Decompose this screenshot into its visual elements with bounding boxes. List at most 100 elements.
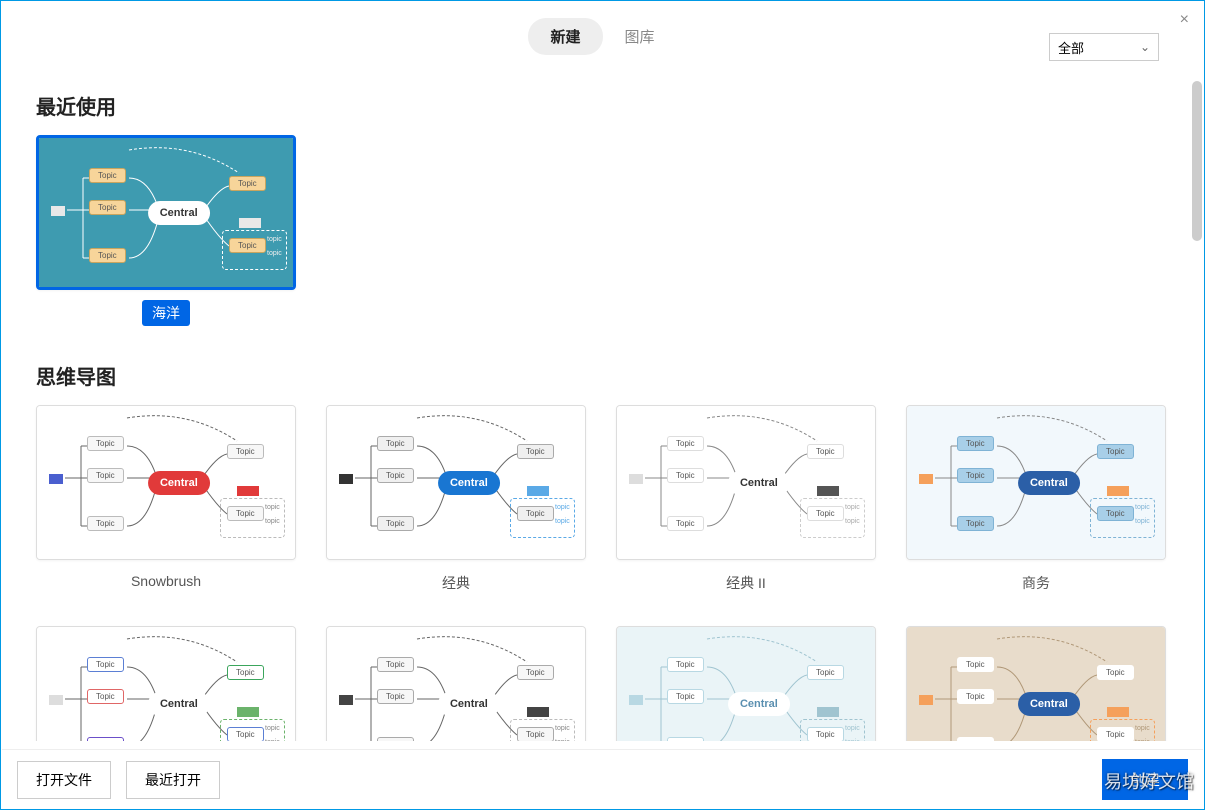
topic-node: Topic (377, 436, 414, 451)
topic-node: Topic (957, 436, 994, 451)
subtopic: topic (845, 739, 860, 741)
topic-node: Topic (667, 737, 704, 741)
topic-node: Topic (89, 200, 126, 215)
topic-node: Topic (227, 444, 264, 459)
template-card[interactable]: Central TopicTopicTopicTopicTopic topic … (906, 405, 1166, 560)
tab-library[interactable]: 图库 (603, 18, 677, 55)
central-node: Central (728, 471, 790, 495)
tabs: 新建 图库 (528, 18, 676, 55)
subtopic: topic (265, 739, 280, 741)
topic-node: Topic (87, 689, 124, 704)
topic-node: Topic (87, 516, 124, 531)
category-dropdown[interactable]: 全部 ⌄ (1049, 33, 1159, 61)
open-file-button[interactable]: 打开文件 (17, 761, 111, 799)
create-button[interactable]: 创建 (1102, 759, 1188, 800)
topic-node: Topic (377, 516, 414, 531)
template-item-warm[interactable]: Central TopicTopicTopicTopicTopic topic … (906, 626, 1166, 741)
subtopic: topic (555, 504, 570, 511)
topic-node: Topic (227, 665, 264, 680)
subtopic: topic (265, 504, 280, 511)
template-card[interactable]: Central TopicTopicTopicTopicTopic topic … (36, 135, 296, 290)
recent-open-button[interactable]: 最近打开 (126, 761, 220, 799)
topic-node: Topic (667, 657, 704, 672)
accent-box (1107, 707, 1129, 717)
topic-node: Topic (667, 689, 704, 704)
topic-node: Topic (1097, 665, 1134, 680)
subtopic: topic (555, 518, 570, 525)
subtopic: topic (267, 250, 282, 257)
subtopic: topic (555, 739, 570, 741)
topic-node: Topic (1097, 444, 1134, 459)
central-node: Central (438, 471, 500, 495)
template-item-colorful[interactable]: Central TopicTopicTopicTopicTopic topic … (36, 626, 296, 741)
accent-box (239, 218, 261, 228)
central-node: Central (148, 201, 210, 225)
template-card[interactable]: Central TopicTopicTopicTopicTopic topic … (616, 405, 876, 560)
template-label: Snowbrush (121, 570, 211, 592)
accent-box (527, 486, 549, 496)
template-label: 海洋 (142, 300, 190, 326)
template-item-business[interactable]: Central TopicTopicTopicTopicTopic topic … (906, 405, 1166, 596)
main-content: 最近使用 Central TopicTopicTopicTopicTopic t… (1, 71, 1204, 741)
subtopic: topic (1135, 739, 1150, 741)
header: × 新建 图库 全部 ⌄ (1, 1, 1204, 71)
subtopic: topic (845, 518, 860, 525)
topic-node: Topic (517, 444, 554, 459)
template-label: 商务 (1012, 570, 1060, 596)
topic-node: Topic (957, 516, 994, 531)
mindmap-templates-grid: Central TopicTopicTopicTopicTopic topic … (36, 405, 1169, 741)
accent-box (817, 707, 839, 717)
topic-node: Topic (89, 248, 126, 263)
topic-node: Topic (807, 444, 844, 459)
accent-box (1107, 486, 1129, 496)
topic-node: Topic (517, 665, 554, 680)
template-card[interactable]: Central TopicTopicTopicTopicTopic topic … (906, 626, 1166, 741)
topic-node: Topic (377, 737, 414, 741)
chevron-down-icon: ⌄ (1140, 40, 1150, 54)
accent-box (527, 707, 549, 717)
topic-node: Topic (87, 737, 124, 741)
template-item-ocean[interactable]: Central TopicTopicTopicTopicTopic topic … (36, 135, 296, 326)
template-item-classic2[interactable]: Central TopicTopicTopicTopicTopic topic … (616, 405, 876, 596)
topic-node: Topic (957, 468, 994, 483)
template-card[interactable]: Central TopicTopicTopicTopicTopic topic … (326, 405, 586, 560)
topic-node: Topic (87, 436, 124, 451)
section-title-mindmap: 思维导图 (36, 361, 1169, 390)
subtopic: topic (845, 504, 860, 511)
central-node: Central (438, 692, 500, 716)
template-label: 经典 (432, 570, 480, 596)
subtopic: topic (1135, 725, 1150, 732)
template-item-pastel[interactable]: Central TopicTopicTopicTopicTopic topic … (616, 626, 876, 741)
template-item-wireframe[interactable]: Central TopicTopicTopicTopicTopic topic … (326, 626, 586, 741)
bottom-bar: 打开文件 最近打开 创建 (2, 749, 1203, 809)
recent-templates-grid: Central TopicTopicTopicTopicTopic topic … (36, 135, 1169, 326)
template-item-snowbrush[interactable]: Central TopicTopicTopicTopicTopic topic … (36, 405, 296, 596)
topic-node: Topic (667, 436, 704, 451)
section-title-recent: 最近使用 (36, 91, 1169, 120)
template-card[interactable]: Central TopicTopicTopicTopicTopic topic … (616, 626, 876, 741)
central-node: Central (148, 471, 210, 495)
subtopic: topic (555, 725, 570, 732)
accent-box (237, 486, 259, 496)
subtopic: topic (267, 236, 282, 243)
template-card[interactable]: Central TopicTopicTopicTopicTopic topic … (326, 626, 586, 741)
topic-node: Topic (807, 665, 844, 680)
subtopic: topic (265, 518, 280, 525)
template-item-classic[interactable]: Central TopicTopicTopicTopicTopic topic … (326, 405, 586, 596)
central-node: Central (148, 692, 210, 716)
template-card[interactable]: Central TopicTopicTopicTopicTopic topic … (36, 626, 296, 741)
topic-node: Topic (377, 689, 414, 704)
category-selected: 全部 (1058, 38, 1084, 57)
central-node: Central (728, 692, 790, 716)
subtopic: topic (265, 725, 280, 732)
topic-node: Topic (667, 516, 704, 531)
topic-node: Topic (377, 468, 414, 483)
topic-node: Topic (89, 168, 126, 183)
subtopic: topic (1135, 518, 1150, 525)
central-node: Central (1018, 471, 1080, 495)
template-label: 经典 II (716, 570, 776, 596)
topic-node: Topic (87, 468, 124, 483)
close-button[interactable]: × (1180, 11, 1189, 29)
tab-new[interactable]: 新建 (528, 18, 602, 55)
template-card[interactable]: Central TopicTopicTopicTopicTopic topic … (36, 405, 296, 560)
